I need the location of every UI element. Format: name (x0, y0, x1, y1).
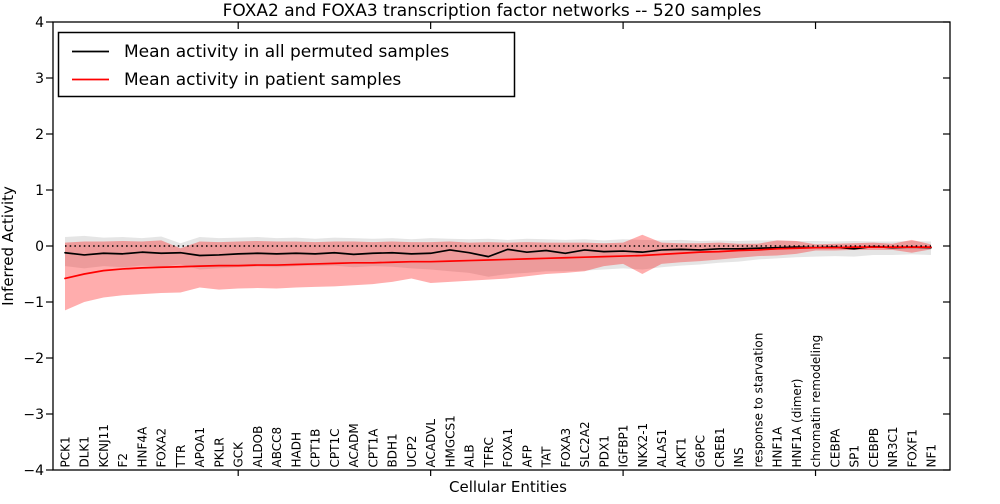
series-permuted-line (64, 245, 932, 258)
y-tick-label: −3 (23, 407, 44, 423)
legend-label-patient: Mean activity in patient samples (124, 70, 401, 90)
series-lines-layer (64, 245, 932, 280)
x-category-label: PCK1 (59, 436, 73, 467)
x-category-label: INS (732, 447, 746, 467)
chart-title: FOXA2 and FOXA3 transcription factor net… (223, 1, 762, 21)
y-tick-label: 4 (35, 15, 44, 31)
x-category-label: FOXA3 (559, 428, 573, 468)
x-category-label: G6PC (694, 435, 708, 468)
x-category-label: CPT1A (366, 428, 380, 468)
x-category-label: FOXA2 (155, 428, 169, 468)
x-category-label: TFRC (482, 437, 496, 468)
x-category-label: GCK (232, 441, 246, 468)
x-category-label: response to starvation (751, 333, 765, 468)
y-tick-labels-layer: 4 3 2 1 0 −1 −2 −3 −4 (23, 15, 44, 479)
x-category-label: HMGCS1 (443, 415, 457, 467)
x-category-label: CEBPA (828, 428, 842, 468)
x-category-label: HNF4A (135, 426, 149, 468)
x-category-label: ACADVL (424, 419, 438, 468)
x-category-label: BDH1 (386, 433, 400, 467)
x-category-label: NKX2-1 (636, 423, 650, 468)
legend-box (57, 31, 516, 98)
y-tick-label: 2 (35, 127, 44, 143)
x-category-label: ALB (463, 444, 477, 467)
x-category-label: FOXF1 (905, 429, 919, 467)
x-category-label: PKLR (212, 437, 226, 467)
x-category-label: CPT1B (309, 429, 323, 468)
y-axis-label: Inferred Activity (0, 186, 17, 306)
x-category-label: HNF1A (dimer) (790, 379, 804, 468)
x-category-label: ABCC8 (270, 427, 284, 468)
y-tick-label: 1 (35, 183, 44, 199)
y-tick-label: −2 (23, 351, 44, 367)
x-category-label: APOA1 (193, 427, 207, 468)
x-category-label: HNF1A (771, 426, 785, 468)
x-category-label: CEBPB (867, 428, 881, 468)
x-category-label: DLK1 (78, 436, 92, 467)
y-tick-label: 3 (35, 71, 44, 87)
x-category-labels-layer: PCK1 DLK1 KCNJ11 F2 HNF4A FOXA2 TTR APOA1 PKLR GC… (59, 333, 939, 469)
legend: Mean activity in all permuted samples Me… (57, 31, 516, 98)
x-category-label: CREB1 (713, 427, 727, 467)
legend-label-permuted: Mean activity in all permuted samples (124, 42, 449, 62)
ticks-layer (46, 21, 950, 476)
x-category-label: ACADM (347, 423, 361, 467)
x-category-label: ALAS1 (655, 429, 669, 468)
x-category-label: AKT1 (674, 437, 688, 467)
y-tick-label: −1 (23, 295, 44, 311)
x-category-label: UCP2 (405, 435, 419, 467)
x-category-label: HADH (289, 432, 303, 468)
x-category-label: KCNJ11 (97, 424, 111, 467)
x-category-label: TTR (174, 445, 188, 469)
x-category-label: IGFBP1 (617, 425, 631, 468)
x-category-label: NR3C1 (886, 427, 900, 468)
y-tick-label: 0 (35, 239, 44, 255)
x-category-label: NF1 (925, 444, 939, 468)
series-patient-line (64, 246, 932, 280)
x-category-label: chromatin remodeling (809, 335, 823, 468)
x-category-label: SLC2A2 (578, 421, 592, 467)
x-category-label: FOXA1 (501, 428, 515, 468)
x-category-label: F2 (116, 453, 130, 468)
x-axis-label: Cellular Entities (449, 478, 567, 496)
x-category-label: CPT1C (328, 429, 342, 468)
x-category-label: TAT (540, 446, 554, 469)
x-category-label: PDX1 (597, 435, 611, 467)
x-category-label: SP1 (848, 445, 862, 468)
y-tick-label: −4 (23, 463, 44, 479)
x-category-label: AFP (520, 445, 534, 467)
x-category-label: ALDOB (251, 426, 265, 468)
